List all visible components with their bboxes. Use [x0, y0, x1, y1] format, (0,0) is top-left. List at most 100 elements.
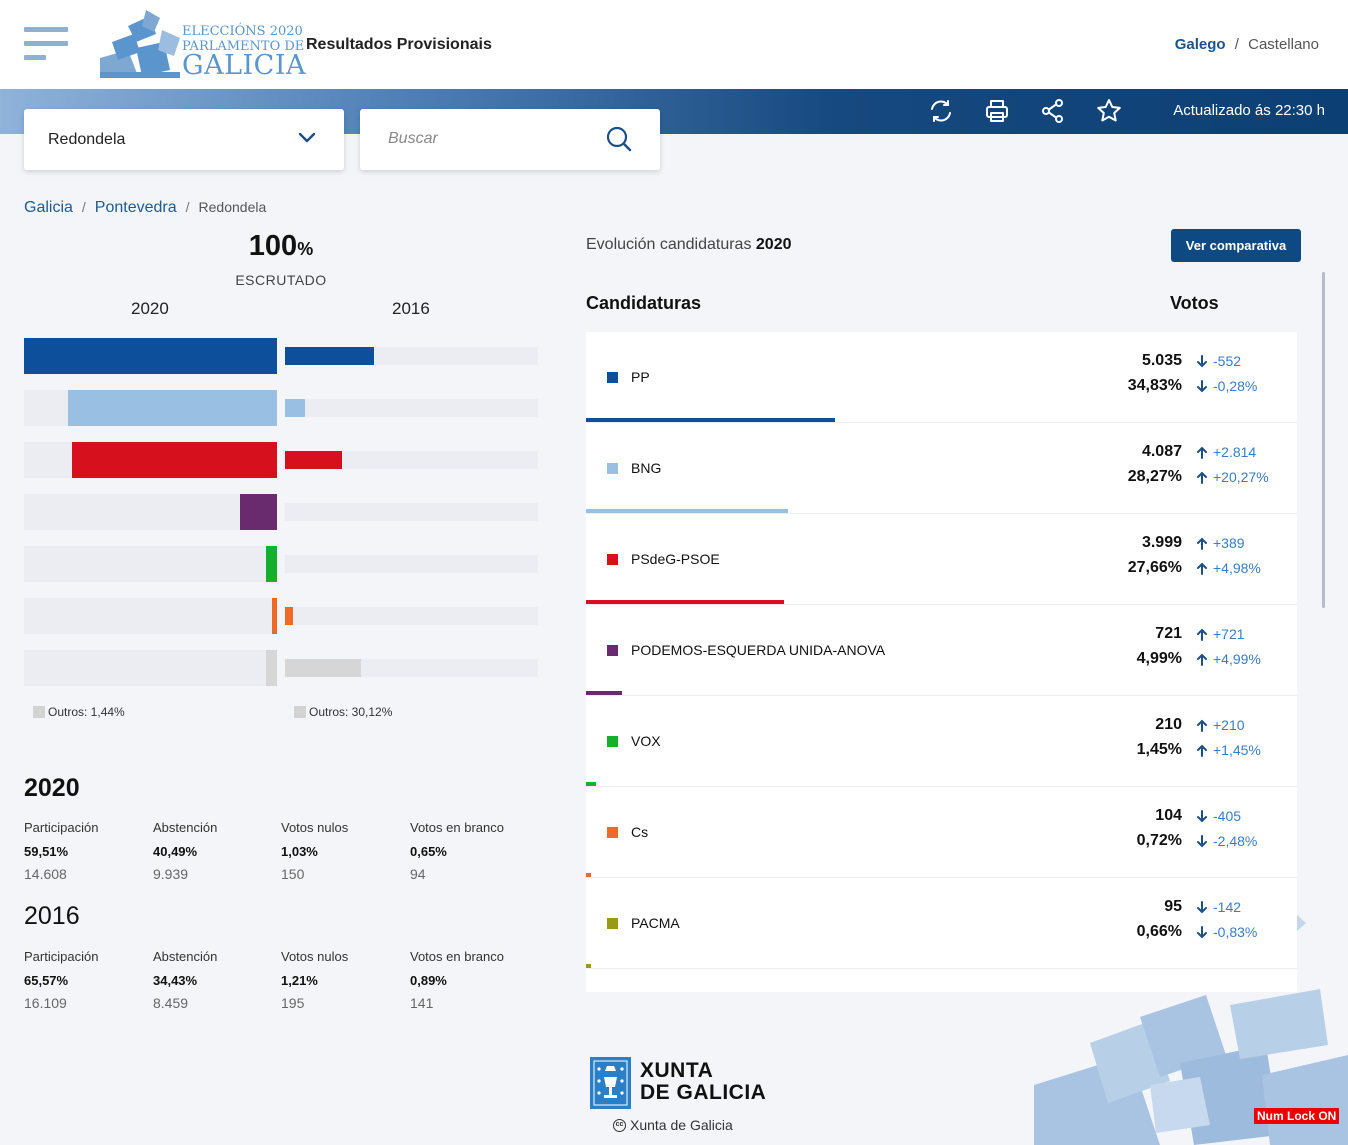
- arrow-down-icon: [1197, 379, 1207, 392]
- votes-delta-value: +2.814: [1213, 444, 1257, 460]
- party-row[interactable]: VOX 210 1,45% +210 +1,45%: [586, 696, 1297, 787]
- outros-swatch: [33, 706, 45, 718]
- arrow-up-icon: [1197, 562, 1207, 575]
- refresh-icon[interactable]: [928, 98, 954, 124]
- chevron-down-icon: [298, 132, 316, 143]
- party-percent-delta: +20,27%: [1196, 469, 1269, 485]
- search-icon[interactable]: [606, 126, 632, 152]
- party-name: PSdeG-PSOE: [631, 551, 720, 567]
- party-votes-delta: -405: [1196, 808, 1241, 824]
- compare-button[interactable]: Ver comparativa: [1171, 229, 1301, 262]
- share-icon[interactable]: [1040, 98, 1066, 124]
- party-row[interactable]: PP 5.035 34,83% -552 -0,28%: [586, 332, 1297, 423]
- party-share-bar: [586, 418, 836, 422]
- party-votes: 5.035: [1141, 352, 1182, 369]
- xunta-line2: DE GALICIA: [640, 1081, 767, 1104]
- scrollbar[interactable]: [1322, 272, 1325, 608]
- arrow-down-icon: [1197, 834, 1207, 847]
- col-header-candidates: Candidaturas: [586, 293, 702, 313]
- logo-line1: ELECCIÓNS 2020: [182, 24, 303, 39]
- party-percent-delta: +4,99%: [1196, 651, 1261, 667]
- arrow-up-icon: [1197, 446, 1207, 459]
- party-percent-delta: +1,45%: [1196, 742, 1261, 758]
- stat-item: Abstención 40,49% 9.939: [153, 820, 281, 882]
- bar-track-2016: [285, 555, 538, 573]
- party-votes-delta: +210: [1196, 717, 1245, 733]
- xunta-wordmark: XUNTA DE GALICIA: [640, 1060, 766, 1104]
- lang-castellano[interactable]: Castellano: [1248, 36, 1319, 53]
- party-row[interactable]: BNG 4.087 28,27% +2.814 +20,27%: [586, 423, 1297, 514]
- evolution-prefix: Evolución candidaturas: [586, 236, 752, 253]
- bar-track-2016: [285, 503, 538, 521]
- stat-item: Participación 59,51% 14.608: [24, 820, 152, 882]
- stat-count: 141: [410, 995, 434, 1011]
- breadcrumb-pontevedra[interactable]: Pontevedra: [94, 199, 177, 216]
- outros-2020: Outros: 1,44%: [33, 705, 125, 719]
- breadcrumb-sep: /: [185, 199, 190, 215]
- party-name: Cs: [631, 824, 649, 840]
- stat-count: 8.459: [153, 995, 189, 1011]
- bar-2016: [285, 659, 362, 677]
- logo-line2: PARLAMENTO DE: [182, 39, 305, 54]
- year-label-2020: 2020: [131, 299, 169, 318]
- location-select[interactable]: Redondela: [24, 109, 344, 170]
- stat-percent: 65,57%: [24, 973, 69, 988]
- party-name: PP: [631, 369, 650, 385]
- outros-2016-label: Outros: 30,12%: [309, 705, 393, 719]
- stat-percent: 0,65%: [410, 844, 447, 859]
- print-icon[interactable]: [984, 98, 1010, 124]
- party-row[interactable]: Cs 104 0,72% -405 -2,48%: [586, 787, 1297, 878]
- arrow-up-icon: [1197, 744, 1207, 757]
- votes-delta-value: -405: [1213, 808, 1242, 824]
- party-percent-delta: +4,98%: [1196, 560, 1261, 576]
- bar-track-2016: [285, 399, 538, 417]
- votes-delta-value: +721: [1213, 626, 1245, 642]
- party-votes: 104: [1155, 807, 1182, 824]
- lang-separator: /: [1234, 36, 1239, 53]
- party-percent: 28,27%: [1127, 468, 1182, 485]
- party-swatch: [607, 554, 618, 565]
- party-row[interactable]: PSdeG-PSOE 3.999 27,66% +389 +4,98%: [586, 514, 1297, 605]
- results-list: PP 5.035 34,83% -552 -0,28% BNG 4.087 28…: [586, 332, 1297, 992]
- votes-delta-value: -142: [1213, 899, 1242, 915]
- party-votes-delta: +2.814: [1196, 444, 1256, 460]
- scrutiny-percent: 100%: [181, 230, 381, 263]
- star-icon[interactable]: [1096, 98, 1122, 124]
- footer-credit-text: Xunta de Galicia: [630, 1117, 733, 1133]
- stat-count: 195: [281, 995, 305, 1011]
- party-swatch: [607, 827, 618, 838]
- elections-logo[interactable]: ELECCIÓNS 2020 PARLAMENTO DE GALICIA: [98, 8, 306, 81]
- language-switch: Galego / Castellano: [1175, 36, 1319, 53]
- scroll-right-icon[interactable]: [1297, 915, 1306, 931]
- evolution-year: 2020: [755, 236, 792, 253]
- search-input[interactable]: [388, 127, 588, 151]
- bar-track-2020: [24, 598, 277, 634]
- party-row[interactable]: PODEMOS-ESQUERDA UNIDA-ANOVA 721 4,99% +…: [586, 605, 1297, 696]
- stat-percent: 0,89%: [410, 973, 447, 988]
- lang-galego[interactable]: Galego: [1174, 36, 1226, 53]
- bar-2020: [240, 494, 277, 530]
- party-votes-delta: +721: [1196, 626, 1245, 642]
- scrutiny-value: 100: [248, 230, 298, 262]
- party-votes: 3.999: [1141, 534, 1182, 551]
- party-percent: 1,45%: [1136, 741, 1182, 758]
- breadcrumb-galicia[interactable]: Galicia: [24, 199, 73, 216]
- stat-percent: 40,49%: [153, 844, 198, 859]
- stat-item: Participación 65,57% 16.109: [24, 949, 152, 1011]
- outros-2020-label: Outros: 1,44%: [48, 705, 125, 719]
- stat-percent: 1,21%: [281, 973, 318, 988]
- xunta-logo[interactable]: XUNTA DE GALICIA: [590, 1057, 766, 1114]
- hamburger-icon[interactable]: [24, 27, 68, 61]
- bar-2020: [266, 546, 277, 582]
- stat-percent: 34,43%: [153, 973, 198, 988]
- party-row[interactable]: PACMA 95 0,66% -142 -0,83%: [586, 878, 1297, 969]
- party-swatch: [607, 918, 618, 929]
- party-votes-delta: -552: [1196, 353, 1241, 369]
- stat-count: 16.109: [24, 995, 67, 1011]
- party-percent: 0,66%: [1136, 923, 1182, 940]
- party-percent: 27,66%: [1127, 559, 1182, 576]
- stat-count: 94: [410, 866, 426, 882]
- bar-2020: [271, 598, 277, 634]
- bar-track-2016: [285, 607, 538, 625]
- bar-track-2020: [24, 650, 277, 686]
